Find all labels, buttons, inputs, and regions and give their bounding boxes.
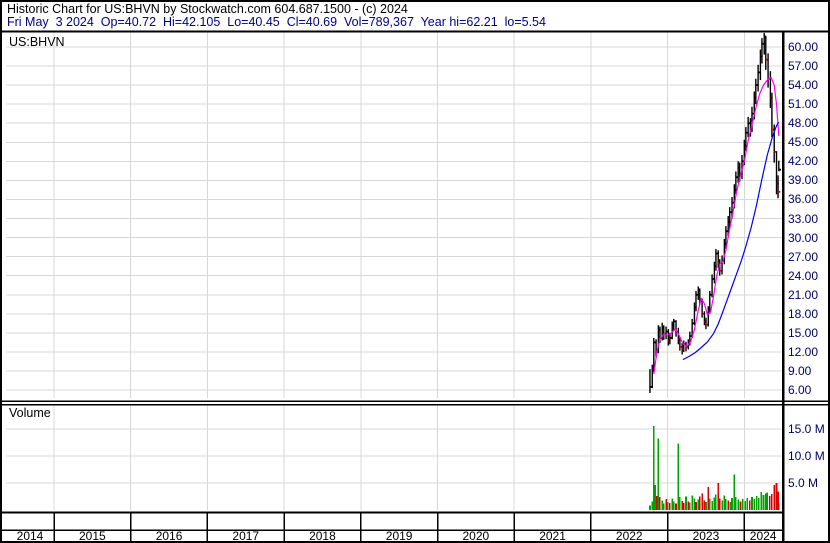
price-axis-label: 36.00 <box>788 192 819 207</box>
price-axis-label: 45.00 <box>788 135 819 150</box>
year-label: 2024 <box>749 529 777 543</box>
price-axis-label: 24.00 <box>788 268 819 283</box>
price-axis-label: 48.00 <box>788 116 819 131</box>
year-label: 2018 <box>309 529 336 543</box>
quote-summary-line: Fri May 3 2024 Op=40.72 Hi=42.105 Lo=40.… <box>7 15 546 29</box>
price-axis-label: 9.00 <box>788 364 812 378</box>
price-axis-label: 6.00 <box>788 383 812 398</box>
price-axis-label: 21.00 <box>788 287 819 302</box>
price-axis-label: 30.00 <box>788 230 819 245</box>
volume-panel-label: Volume <box>9 406 51 420</box>
price-axis-label: 18.00 <box>788 306 819 321</box>
year-label: 2016 <box>155 529 183 543</box>
year-label: 2017 <box>232 529 260 543</box>
year-label: 2022 <box>615 529 643 543</box>
year-label: 2014 <box>16 529 44 543</box>
year-label: 2015 <box>78 529 106 543</box>
year-label: 2023 <box>692 529 720 543</box>
symbol-label: US:BHVN <box>9 35 65 49</box>
price-axis-label: 60.00 <box>788 40 819 54</box>
price-axis-label: 39.00 <box>788 173 819 188</box>
year-label: 2021 <box>539 529 566 543</box>
price-axis-label: 57.00 <box>788 59 819 74</box>
volume-axis-label: 10.0 M <box>788 449 825 463</box>
chart-title-line: Historic Chart for US:BHVN by Stockwatch… <box>7 2 408 16</box>
price-axis-label: 42.00 <box>788 154 819 169</box>
price-axis-label: 15.00 <box>788 325 819 340</box>
volume-axis-label: 5.0 M <box>788 476 819 490</box>
year-label: 2020 <box>462 529 490 543</box>
price-axis-label: 27.00 <box>788 249 819 264</box>
price-axis-label: 54.00 <box>788 78 819 93</box>
year-label: 2019 <box>385 529 413 543</box>
volume-axis-label: 15.0 M <box>788 422 825 436</box>
price-axis-label: 12.00 <box>788 344 819 359</box>
price-axis-label: 51.00 <box>788 97 819 112</box>
price-axis-label: 33.00 <box>788 211 819 226</box>
